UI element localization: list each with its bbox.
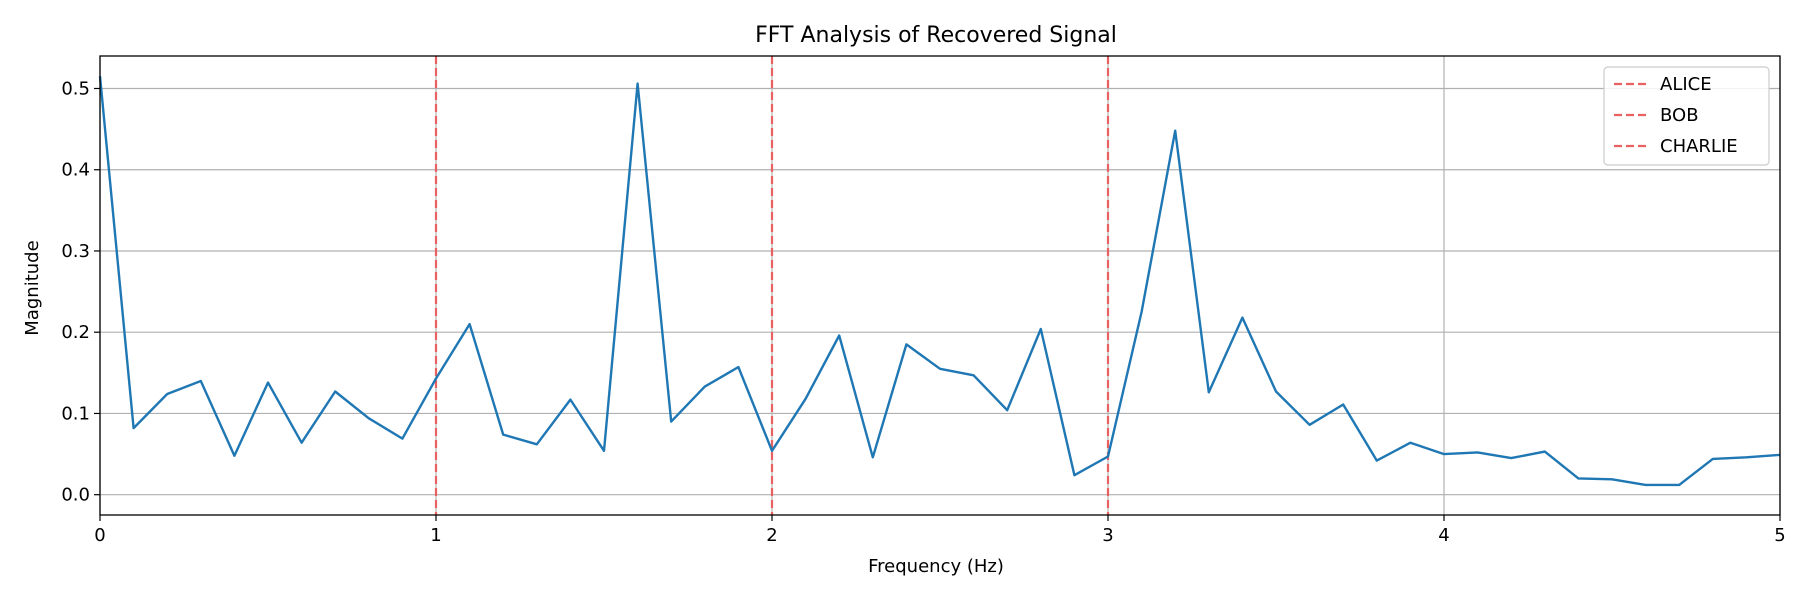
legend-box bbox=[1603, 66, 1770, 166]
reference-lines bbox=[434, 56, 1110, 515]
grid bbox=[99, 56, 1781, 515]
plot-frame bbox=[99, 55, 1781, 516]
y-axis-ticks: 0.0 0.1 0.2 0.3 0.4 0.5 bbox=[61, 78, 100, 506]
y-tick-label: 0.2 bbox=[61, 322, 90, 343]
x-tick-label: 0 bbox=[94, 525, 105, 546]
x-axis-label: Frequency (Hz) bbox=[868, 556, 1004, 577]
x-tick-label: 3 bbox=[1102, 525, 1113, 546]
y-tick-label: 0.3 bbox=[61, 241, 90, 262]
series-line-0 bbox=[98, 76, 1781, 487]
x-tick-label: 5 bbox=[1774, 525, 1785, 546]
x-tick-label: 1 bbox=[430, 525, 441, 546]
y-tick-label: 0.0 bbox=[61, 485, 90, 506]
x-axis-ticks: 0 1 2 3 4 5 bbox=[94, 515, 1786, 546]
chart-title: FFT Analysis of Recovered Signal bbox=[755, 23, 1117, 48]
legend: ALICE BOB CHARLIE bbox=[1603, 66, 1770, 166]
x-tick-label: 4 bbox=[1438, 525, 1449, 546]
legend-label-charlie: CHARLIE bbox=[1660, 136, 1738, 157]
y-axis-label: Magnitude bbox=[22, 240, 43, 335]
legend-label-bob: BOB bbox=[1660, 105, 1699, 126]
y-tick-label: 0.4 bbox=[61, 160, 90, 181]
y-tick-label: 0.5 bbox=[61, 78, 90, 99]
y-tick-label: 0.1 bbox=[61, 403, 90, 424]
x-tick-label: 2 bbox=[766, 525, 777, 546]
legend-label-alice: ALICE bbox=[1660, 74, 1712, 95]
series bbox=[98, 76, 1781, 487]
